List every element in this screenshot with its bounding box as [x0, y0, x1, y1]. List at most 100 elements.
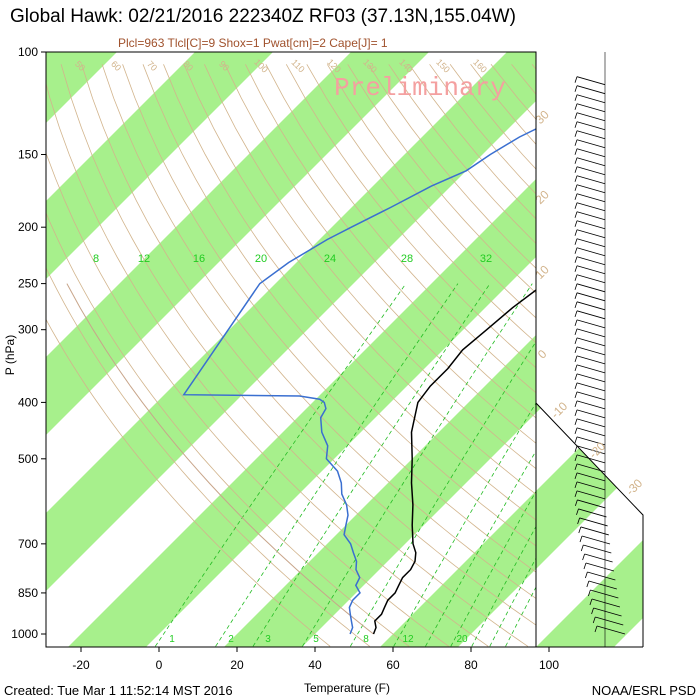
wind-barb [576, 148, 606, 158]
wind-barb-flag [574, 94, 578, 101]
y-tick-label: 400 [18, 395, 38, 409]
wind-barb-flag [574, 238, 578, 245]
isotherm-band [68, 178, 536, 647]
dry-adiabat [326, 64, 536, 319]
mixing-ratio-bottom-label: 8 [363, 634, 369, 645]
wind-barb [576, 373, 606, 383]
wind-barb [595, 616, 624, 626]
mixing-ratio-bottom-label: 20 [456, 634, 468, 645]
isotherm-band [46, 52, 274, 280]
mixing-ratio-bottom-label: 12 [402, 634, 414, 645]
wind-barb-flag [574, 310, 578, 317]
wind-barb-flag [574, 301, 578, 308]
wind-barb-flag [574, 463, 578, 471]
y-tick-label: 700 [18, 537, 38, 551]
wind-panel-frame [535, 52, 644, 647]
wind-barb-flag [574, 391, 578, 398]
wind-barb-flag [578, 526, 582, 534]
dry-adiabat [46, 211, 410, 647]
x-tick-label: 0 [156, 658, 163, 672]
y-tick-label: 300 [18, 323, 38, 337]
dry-adiabat [46, 318, 331, 647]
isotherm-bands [46, 39, 700, 649]
dry-adiabat [183, 64, 536, 495]
y-axis-label: P (hPa) [3, 335, 17, 375]
x-tick-label: 40 [308, 658, 322, 672]
wind-barb [576, 103, 606, 113]
y-tick-label: 150 [18, 147, 38, 161]
dry-adiabat-label: 110 [290, 57, 307, 74]
wind-barb [576, 346, 606, 356]
wind-barb [576, 85, 606, 95]
wind-barb-flag [580, 544, 584, 552]
dry-adiabat [122, 64, 536, 573]
wind-barb [576, 211, 606, 221]
wind-barb-flag [574, 418, 578, 426]
mixing-ratio-line [252, 283, 491, 647]
wind-barb-flag [587, 589, 591, 597]
wind-barb [576, 76, 606, 86]
wind-barb [576, 301, 606, 311]
mixing-ratio-label: 12 [138, 253, 150, 265]
wind-barb-flag [574, 373, 578, 380]
y-tick-label: 100 [18, 45, 38, 59]
dry-adiabat-label: 70 [145, 59, 159, 73]
wind-barb [583, 544, 612, 554]
isotherm-band [46, 52, 536, 592]
wind-barb-flag [574, 355, 578, 362]
dry-adiabat [46, 82, 489, 647]
data-source: NOAA/ESRL PSD [591, 683, 696, 698]
wind-barb-flag [574, 103, 578, 110]
wind-barb [587, 571, 616, 581]
wind-barb-flag [574, 400, 578, 407]
wind-barb [576, 121, 606, 131]
wind-barb-flag [574, 283, 578, 290]
created-timestamp: Created: Tue Mar 1 11:52:14 MST 2016 [4, 683, 233, 698]
wind-barb-flag [584, 571, 588, 579]
wind-barb [585, 562, 615, 572]
mixing-ratio-line [505, 586, 536, 647]
wind-barb-flag [574, 337, 578, 344]
wind-barb [581, 535, 611, 545]
isotherm-band [46, 52, 430, 436]
wind-barb-flag [574, 193, 578, 200]
dry-adiabat [696, 64, 700, 646]
wind-barb [576, 139, 606, 149]
wind-barb [576, 112, 606, 122]
mixing-ratio-line [471, 525, 536, 647]
wind-barb [576, 418, 606, 428]
wind-barb [576, 481, 606, 491]
wind-barb [576, 202, 606, 212]
dry-adiabat [163, 64, 536, 521]
wind-barb [588, 580, 617, 590]
mixing-ratio-bottom-label: 3 [265, 634, 271, 645]
dry-adiabat [531, 64, 536, 70]
wind-barb-flag [574, 382, 578, 389]
wind-barb-flag [574, 139, 578, 146]
wind-barb [576, 310, 606, 320]
mixing-ratio-label: 24 [324, 253, 336, 265]
wind-barb [576, 445, 606, 455]
x-tick-label: 60 [386, 658, 400, 672]
mixing-ratio-lines [154, 283, 536, 647]
dry-adiabat [675, 64, 700, 646]
wind-barb-flag [574, 409, 578, 417]
mixing-ratio-line [350, 340, 536, 647]
mixing-ratio-label: 28 [401, 253, 413, 265]
wind-barb-flag [577, 517, 580, 525]
x-tick-label: 20 [230, 658, 244, 672]
wind-barb [579, 517, 608, 527]
wind-barb [576, 391, 606, 401]
dry-adiabat [655, 64, 700, 646]
wind-barb-flag [574, 454, 578, 462]
wind-barb [590, 589, 619, 599]
wind-barb [576, 292, 606, 302]
wind-barb [576, 130, 606, 140]
wind-barb-flag [574, 112, 578, 119]
wind-barb-flag [574, 157, 578, 164]
wind-barb [576, 283, 606, 293]
isotherm-label: -30 [623, 476, 645, 498]
isotherm-band [690, 39, 700, 649]
temperature-profile [372, 289, 536, 635]
